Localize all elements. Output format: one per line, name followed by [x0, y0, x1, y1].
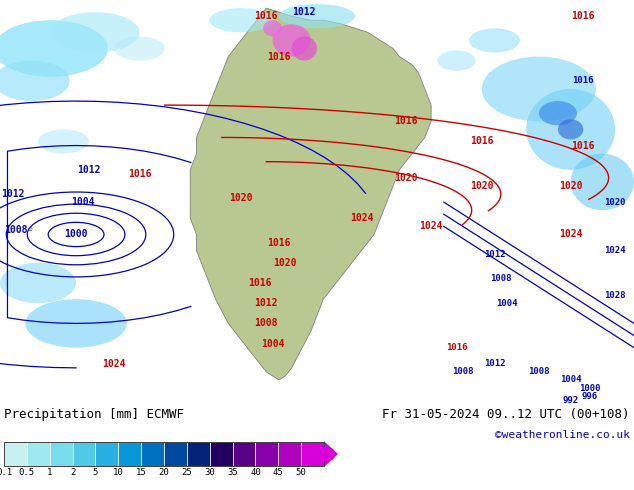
Text: 1008: 1008 [254, 318, 278, 328]
Text: 40: 40 [250, 468, 261, 477]
Ellipse shape [482, 56, 596, 122]
Bar [278, 442, 301, 466]
Ellipse shape [469, 28, 520, 52]
Text: 30: 30 [204, 468, 215, 477]
Text: 1: 1 [47, 468, 53, 477]
Text: 1020: 1020 [229, 193, 253, 203]
Text: 992: 992 [562, 396, 579, 405]
Bar [4, 442, 324, 466]
Text: 1024: 1024 [604, 246, 626, 255]
Text: 1016: 1016 [394, 116, 418, 126]
Polygon shape [190, 8, 431, 380]
Text: 1024: 1024 [102, 359, 126, 369]
Text: 1016: 1016 [573, 76, 594, 85]
Text: 1020: 1020 [470, 181, 494, 191]
Polygon shape [324, 441, 338, 467]
Ellipse shape [539, 101, 577, 125]
Text: 0.5: 0.5 [19, 468, 35, 477]
Text: 1008◦: 1008◦ [4, 225, 34, 235]
Bar [210, 442, 233, 466]
Bar [72, 442, 96, 466]
Text: 1008: 1008 [528, 368, 550, 376]
Ellipse shape [209, 8, 273, 32]
Text: 1008: 1008 [452, 368, 474, 376]
Text: 1012: 1012 [1, 189, 25, 199]
Text: 0.1: 0.1 [0, 468, 12, 477]
Text: 1016: 1016 [267, 51, 291, 62]
Text: 1004: 1004 [560, 375, 581, 385]
Ellipse shape [263, 20, 282, 36]
Text: 1016: 1016 [254, 11, 278, 21]
Text: 996: 996 [581, 392, 598, 401]
Text: 1016: 1016 [248, 278, 272, 288]
Text: 1012: 1012 [484, 359, 505, 368]
Text: 1004: 1004 [70, 197, 94, 207]
Text: 1020: 1020 [273, 258, 297, 268]
Text: 1012: 1012 [484, 250, 505, 259]
Text: 1024: 1024 [349, 213, 373, 223]
Bar [256, 442, 278, 466]
Text: 20: 20 [158, 468, 169, 477]
Text: 1016: 1016 [571, 11, 595, 21]
Text: 1004: 1004 [496, 299, 518, 308]
Text: 50: 50 [296, 468, 306, 477]
Ellipse shape [51, 12, 139, 52]
Bar [187, 442, 210, 466]
Text: 1016: 1016 [446, 343, 467, 352]
Text: 15: 15 [136, 468, 146, 477]
Text: Precipitation [mm] ECMWF: Precipitation [mm] ECMWF [4, 408, 184, 421]
Text: 1016: 1016 [267, 238, 291, 247]
Ellipse shape [0, 20, 108, 77]
Text: 1008: 1008 [490, 274, 512, 283]
Bar [4, 442, 27, 466]
Text: 1020: 1020 [394, 173, 418, 183]
Text: ©weatheronline.co.uk: ©weatheronline.co.uk [495, 430, 630, 440]
Text: 2: 2 [70, 468, 75, 477]
Text: 1000: 1000 [579, 384, 600, 392]
Text: 1012: 1012 [77, 165, 101, 175]
Ellipse shape [571, 153, 634, 210]
Text: 1012: 1012 [292, 7, 316, 17]
Text: 1024: 1024 [419, 221, 443, 231]
Ellipse shape [114, 36, 165, 61]
Text: 10: 10 [113, 468, 124, 477]
Text: 25: 25 [181, 468, 192, 477]
Bar [164, 442, 187, 466]
Text: 1016: 1016 [571, 141, 595, 150]
Text: 1012: 1012 [254, 298, 278, 308]
Text: 1000: 1000 [64, 229, 88, 240]
Ellipse shape [38, 129, 89, 154]
Ellipse shape [273, 24, 311, 57]
Text: 5: 5 [93, 468, 98, 477]
Ellipse shape [25, 299, 127, 348]
Ellipse shape [279, 4, 355, 28]
Text: 45: 45 [273, 468, 283, 477]
Bar [49, 442, 72, 466]
Ellipse shape [437, 50, 476, 71]
Bar [233, 442, 256, 466]
Bar [96, 442, 119, 466]
Text: 1028: 1028 [604, 291, 626, 299]
Ellipse shape [526, 89, 615, 170]
Text: 1020: 1020 [559, 181, 583, 191]
Ellipse shape [292, 36, 317, 61]
Ellipse shape [0, 263, 76, 303]
Text: 1004: 1004 [261, 339, 285, 348]
Bar [119, 442, 141, 466]
Bar [141, 442, 164, 466]
Text: Fr 31-05-2024 09..12 UTC (00+108): Fr 31-05-2024 09..12 UTC (00+108) [382, 408, 630, 421]
Text: 1016: 1016 [127, 169, 152, 179]
Text: 1016: 1016 [470, 137, 494, 147]
Text: 1020: 1020 [604, 197, 626, 207]
Ellipse shape [558, 119, 583, 140]
Ellipse shape [0, 61, 70, 101]
Bar [27, 442, 49, 466]
Bar [301, 442, 324, 466]
Text: 35: 35 [227, 468, 238, 477]
Text: 1024: 1024 [559, 229, 583, 240]
